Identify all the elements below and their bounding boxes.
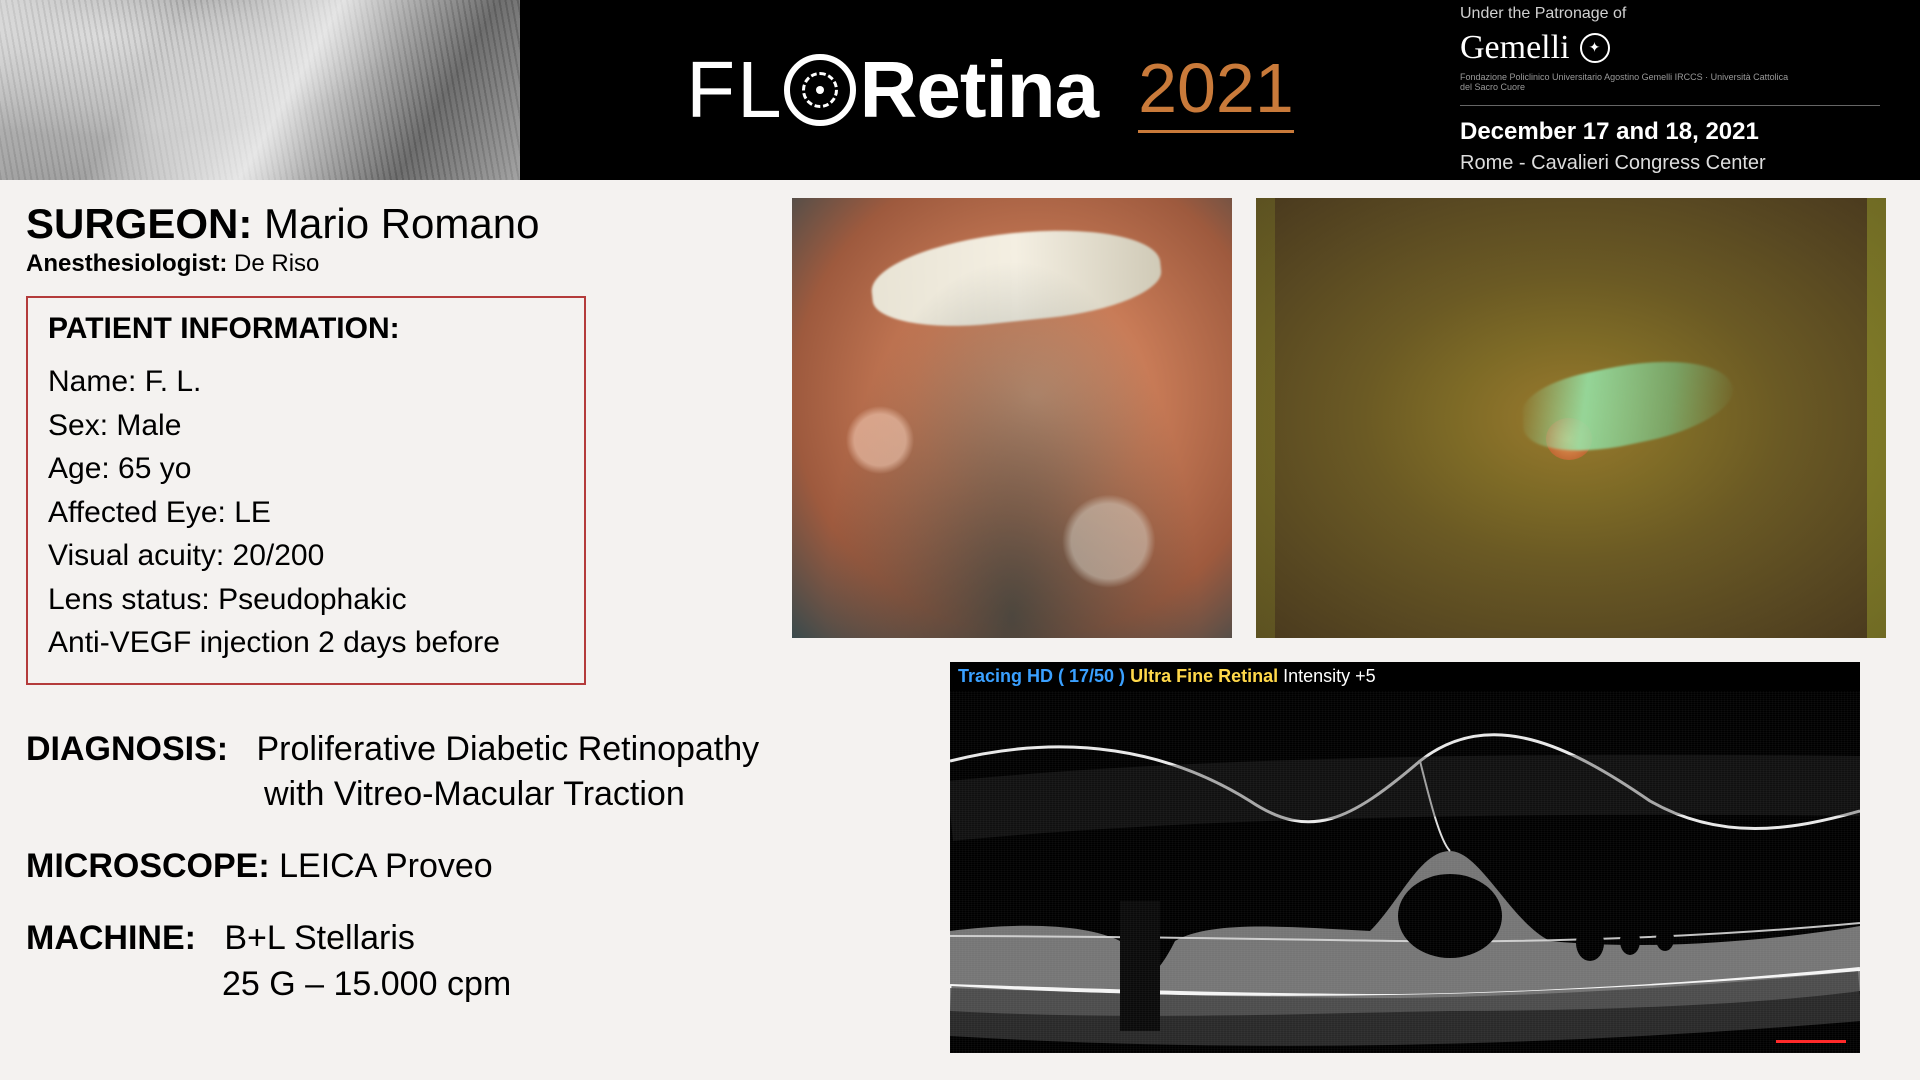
diagnosis-label: DIAGNOSIS: bbox=[26, 730, 228, 768]
fundus-image-left bbox=[792, 198, 1232, 638]
event-logo: F L Retina bbox=[686, 44, 1098, 136]
machine-line1: B+L Stellaris bbox=[224, 919, 415, 957]
patient-name: Name: F. L. bbox=[48, 360, 564, 404]
oct-scan-image bbox=[950, 691, 1860, 1053]
machine-row: MACHINE: B+L Stellaris 25 G – 15.000 cpm bbox=[26, 916, 926, 1008]
banner-divider bbox=[1460, 105, 1880, 106]
anesthesiologist-name: De Riso bbox=[234, 250, 319, 277]
oct-header-intensity: Intensity +5 bbox=[1283, 666, 1376, 686]
machine-label: MACHINE: bbox=[26, 919, 196, 957]
banner-logo-block: F L Retina 2021 bbox=[520, 0, 1460, 180]
patient-sex: Sex: Male bbox=[48, 404, 564, 448]
logo-letter-l: L bbox=[737, 44, 780, 136]
microscope-value: LEICA Proveo bbox=[279, 847, 493, 885]
diagnosis-line2: with Vitreo-Macular Traction bbox=[26, 772, 926, 818]
logo-word: Retina bbox=[860, 44, 1099, 136]
microscope-label: MICROSCOPE: bbox=[26, 847, 270, 885]
surgeon-label: SURGEON: bbox=[26, 200, 252, 247]
oct-header: Tracing HD ( 17/50 ) Ultra Fine Retinal … bbox=[950, 662, 1860, 691]
anesthesiologist-label: Anesthesiologist: bbox=[26, 250, 227, 277]
event-venue: Rome - Cavalieri Congress Center bbox=[1460, 152, 1880, 175]
fundus-image-row bbox=[792, 198, 1886, 638]
patron-name-row: Gemelli ✦ bbox=[1460, 29, 1880, 67]
event-year: 2021 bbox=[1138, 48, 1294, 133]
patient-age: Age: 65 yo bbox=[48, 447, 564, 491]
diagnosis-row: DIAGNOSIS: Proliferative Diabetic Retino… bbox=[26, 727, 926, 819]
diagnosis-line1: Proliferative Diabetic Retinopathy bbox=[256, 730, 759, 768]
fundus-image-right bbox=[1256, 198, 1886, 638]
patronage-label: Under the Patronage of bbox=[1460, 5, 1880, 23]
surgeon-name: Mario Romano bbox=[264, 200, 539, 247]
event-dates: December 17 and 18, 2021 bbox=[1460, 118, 1880, 146]
patron-subline: Fondazione Policlinico Universitario Ago… bbox=[1460, 73, 1800, 93]
machine-line2: 25 G – 15.000 cpm bbox=[26, 962, 926, 1008]
microscope-row: MICROSCOPE: LEICA Proveo bbox=[26, 844, 926, 890]
patient-lens: Lens status: Pseudophakic bbox=[48, 578, 564, 622]
oct-block: Tracing HD ( 17/50 ) Ultra Fine Retinal … bbox=[950, 662, 1860, 1053]
logo-target-icon bbox=[784, 54, 856, 126]
banner-info-block: Under the Patronage of Gemelli ✦ Fondazi… bbox=[1460, 0, 1920, 180]
patient-info-box: PATIENT INFORMATION: Name: F. L. Sex: Ma… bbox=[26, 296, 586, 685]
oct-header-mode: Ultra Fine Retinal bbox=[1130, 666, 1278, 686]
patron-name: Gemelli bbox=[1460, 29, 1570, 67]
patron-seal-icon: ✦ bbox=[1580, 33, 1610, 63]
patient-va: Visual acuity: 20/200 bbox=[48, 534, 564, 578]
patient-info-heading: PATIENT INFORMATION: bbox=[48, 312, 564, 346]
oct-noise-overlay bbox=[950, 691, 1860, 1053]
slide-content: SURGEON: Mario Romano Anesthesiologist: … bbox=[0, 180, 1920, 1080]
patient-injection: Anti-VEGF injection 2 days before bbox=[48, 621, 564, 665]
patient-eye: Affected Eye: LE bbox=[48, 491, 564, 535]
oct-scale-bar bbox=[1776, 1040, 1846, 1043]
oct-header-tracing: Tracing HD ( 17/50 ) bbox=[958, 666, 1125, 686]
banner-city-photo bbox=[0, 0, 520, 180]
event-banner: F L Retina 2021 Under the Patronage of G… bbox=[0, 0, 1920, 180]
logo-letter-f: F bbox=[686, 44, 733, 136]
optic-disc-marker bbox=[1546, 418, 1592, 460]
